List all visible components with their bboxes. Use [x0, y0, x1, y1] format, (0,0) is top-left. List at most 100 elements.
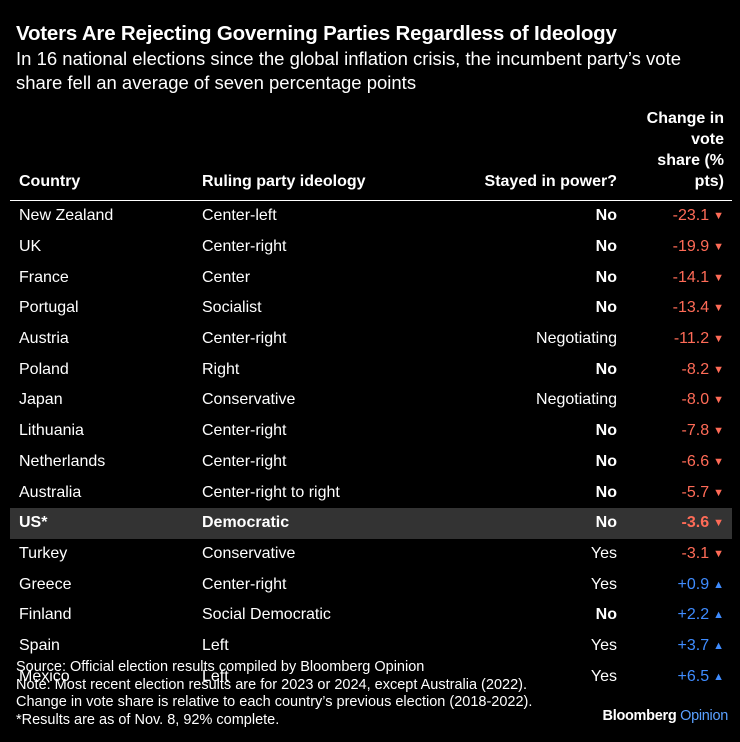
stayed-cell: No — [595, 483, 617, 501]
change-value: +0.9 — [677, 575, 710, 593]
table-row: Spain Left Yes +3.7 ▲ — [10, 631, 732, 662]
down-triangle-icon: ▼ — [713, 302, 724, 315]
table-row: Netherlands Center-right No -6.6 ▼ — [10, 447, 732, 478]
table-row: Australia Center-right to right No -5.7 ▼ — [10, 477, 732, 508]
us-results-note: *Results are as of Nov. 8, 92% complete. — [16, 711, 280, 728]
country-cell: France — [19, 268, 69, 286]
change-value: -5.7 — [681, 483, 710, 501]
change-cell: -8.2 ▼ — [625, 354, 732, 385]
change-cell: -3.6 ▼ — [625, 507, 732, 539]
stayed-cell: No — [442, 507, 625, 539]
country-cell: Spain — [19, 636, 60, 654]
brand-name: Bloomberg — [602, 708, 677, 724]
header-change-line2: share (% pts) — [657, 152, 724, 190]
table-body: New Zealand Center-left No -23.1 ▼ UK Center-r… — [10, 201, 732, 693]
down-triangle-icon: ▼ — [713, 517, 724, 530]
stayed-cell: No — [595, 207, 617, 225]
stayed-cell: No — [595, 606, 617, 624]
ideology-cell: Socialist — [202, 299, 262, 317]
change-value: -14.1 — [672, 268, 710, 286]
stayed-cell: No — [595, 238, 617, 256]
table-row: Poland Right No -8.2 ▼ — [10, 354, 732, 385]
change-cell: -7.8 ▼ — [625, 416, 732, 447]
country-cell: Poland — [19, 360, 69, 378]
country-cell: UK — [19, 238, 42, 256]
stayed-cell: No — [595, 360, 617, 378]
table-row: Austria Center-right Negotiating -11.2 ▼ — [10, 324, 732, 355]
country-cell: Lithuania — [19, 422, 84, 440]
change-cell: -8.0 ▼ — [625, 385, 732, 416]
down-triangle-icon: ▼ — [713, 455, 724, 468]
stayed-cell: No — [595, 422, 617, 440]
change-value: +2.2 — [677, 606, 710, 624]
table-row: Japan Conservative Negotiating -8.0 ▼ — [10, 385, 732, 416]
up-triangle-icon: ▲ — [713, 578, 724, 591]
header-change: Change in vote share (% pts) — [625, 108, 732, 201]
stayed-cell: Yes — [590, 667, 617, 685]
down-triangle-icon: ▼ — [713, 547, 724, 560]
stayed-cell: No — [595, 452, 617, 470]
table-row: US* Democratic No -3.6 ▼ — [10, 507, 732, 539]
chart-title: Voters Are Rejecting Governing Parties R… — [16, 22, 617, 45]
country-cell: Greece — [19, 575, 72, 593]
ideology-cell: Left — [202, 667, 229, 685]
ideology-cell: Left — [202, 636, 229, 654]
ideology-cell: Center-right — [202, 422, 287, 440]
stayed-cell: Yes — [590, 636, 617, 654]
header-ideology: Ruling party ideology — [193, 108, 442, 201]
change-cell: -3.1 ▼ — [625, 539, 732, 570]
country-cell: Japan — [19, 391, 63, 409]
country-cell: Australia — [19, 483, 82, 501]
country-cell: Netherlands — [19, 452, 106, 470]
change-cell: -19.9 ▼ — [625, 232, 732, 263]
change-value: -6.6 — [681, 452, 710, 470]
ideology-cell: Center-right to right — [202, 483, 340, 501]
down-triangle-icon: ▼ — [713, 425, 724, 438]
down-triangle-icon: ▼ — [713, 486, 724, 499]
change-cell: +2.2 ▲ — [625, 600, 732, 631]
down-triangle-icon: ▼ — [713, 241, 724, 254]
change-value: +6.5 — [677, 667, 710, 685]
ideology-cell: Center-left — [202, 207, 277, 225]
table-row: Mexico Left Yes +6.5 ▲ — [10, 661, 732, 692]
brand-logo: Bloomberg Opinion — [602, 708, 729, 724]
year-note: Note: Most recent election results are f… — [16, 676, 527, 693]
country-cell: Mexico — [19, 667, 70, 685]
ideology-cell: Conservative — [202, 391, 296, 409]
ideology-cell: Center-right — [202, 238, 287, 256]
change-cell: +6.5 ▲ — [625, 661, 732, 692]
country-cell: Turkey — [19, 544, 68, 562]
source-note: Source: Official election results compil… — [16, 659, 425, 675]
table-row: Turkey Conservative Yes -3.1 ▼ — [10, 539, 732, 570]
stayed-cell: Negotiating — [536, 391, 617, 409]
down-triangle-icon: ▼ — [713, 271, 724, 284]
stayed-cell: Yes — [590, 544, 617, 562]
table-row: Lithuania Center-right No -7.8 ▼ — [10, 416, 732, 447]
country-cell: Austria — [19, 330, 69, 348]
ideology-cell: Center — [202, 268, 251, 286]
change-cell: -23.1 ▼ — [625, 201, 732, 232]
change-cell: -5.7 ▼ — [625, 477, 732, 508]
change-value: -7.8 — [681, 422, 710, 440]
change-cell: +0.9 ▲ — [625, 569, 732, 600]
table-row: France Center No -14.1 ▼ — [10, 262, 732, 293]
stayed-cell: No — [595, 268, 617, 286]
stayed-cell: No — [595, 299, 617, 317]
change-value: -3.6 — [681, 514, 710, 532]
footnotes: Source: Official election results compil… — [16, 659, 532, 729]
table-header-row: Country Ruling party ideology Stayed in … — [10, 108, 732, 201]
change-value: -19.9 — [672, 238, 710, 256]
down-triangle-icon: ▼ — [713, 394, 724, 407]
ideology-cell: Social Democratic — [202, 606, 331, 624]
ideology-cell: Center-right — [202, 575, 287, 593]
ideology-cell: Center-right — [202, 452, 287, 470]
change-value: -3.1 — [681, 544, 710, 562]
country-cell: New Zealand — [19, 207, 114, 225]
change-cell: -14.1 ▼ — [625, 262, 732, 293]
election-table: Country Ruling party ideology Stayed in … — [10, 108, 732, 692]
header-change-line1: Change in vote — [646, 110, 724, 148]
down-triangle-icon: ▼ — [713, 333, 724, 346]
change-value: -13.4 — [672, 299, 710, 317]
ideology-cell: Right — [202, 360, 240, 378]
